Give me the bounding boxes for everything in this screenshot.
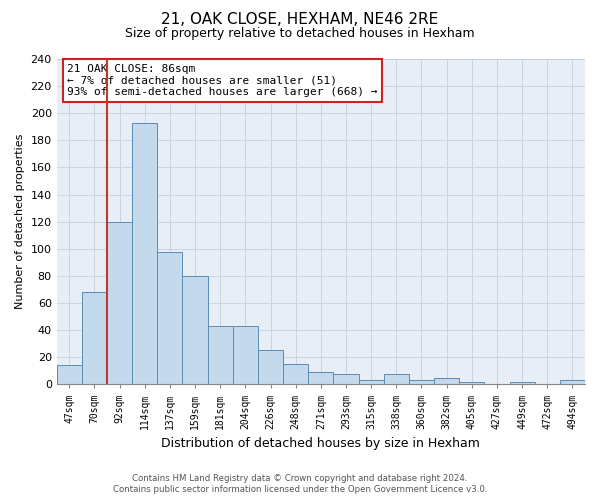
Bar [434,378,459,384]
Bar [283,364,308,384]
Bar [334,374,359,384]
Y-axis label: Number of detached properties: Number of detached properties [15,134,25,310]
Bar [509,382,535,384]
Bar [384,374,409,384]
Bar [157,252,182,384]
Bar [459,382,484,384]
Bar [208,326,233,384]
Bar [182,276,208,384]
Text: Contains HM Land Registry data © Crown copyright and database right 2024.
Contai: Contains HM Land Registry data © Crown c… [113,474,487,494]
X-axis label: Distribution of detached houses by size in Hexham: Distribution of detached houses by size … [161,437,480,450]
Bar [409,380,434,384]
Text: Size of property relative to detached houses in Hexham: Size of property relative to detached ho… [125,28,475,40]
Bar [132,122,157,384]
Bar [359,380,384,384]
Text: 21, OAK CLOSE, HEXHAM, NE46 2RE: 21, OAK CLOSE, HEXHAM, NE46 2RE [161,12,439,28]
Bar [560,380,585,384]
Bar [82,292,107,384]
Bar [233,326,258,384]
Bar [56,366,82,384]
Text: 21 OAK CLOSE: 86sqm
← 7% of detached houses are smaller (51)
93% of semi-detache: 21 OAK CLOSE: 86sqm ← 7% of detached hou… [67,64,378,97]
Bar [107,222,132,384]
Bar [258,350,283,384]
Bar [308,372,334,384]
